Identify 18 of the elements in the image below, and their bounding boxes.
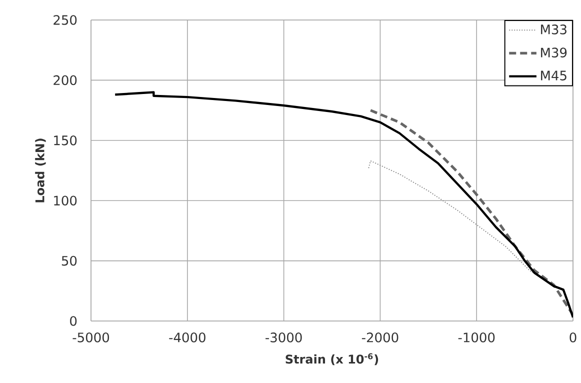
y-tick-label: 150 — [54, 135, 77, 146]
y-tick-label: 250 — [54, 15, 77, 25]
y-tick-label: 100 — [54, 196, 77, 206]
y-axis-title: Load (kN) — [35, 138, 46, 202]
legend-label: M39 — [541, 48, 567, 58]
y-tick-label: 50 — [62, 256, 77, 266]
x-tick-label: -3000 — [266, 332, 302, 342]
y-tick-label: 200 — [54, 75, 77, 86]
x-tick-label: -4000 — [169, 332, 206, 342]
x-tick-label: -1000 — [458, 332, 495, 342]
x-tick-label: 0 — [570, 332, 576, 342]
line-series — [114, 91, 573, 318]
x-axis-title: Strain (x 10$^{-6}$) — [286, 353, 378, 366]
x-tick-label: -5000 — [72, 332, 110, 342]
y-tick-label: 0 — [70, 316, 77, 326]
x-tick-label: -2000 — [362, 332, 398, 342]
legend-label: M45 — [541, 70, 566, 80]
legend-label: M33 — [541, 24, 566, 34]
